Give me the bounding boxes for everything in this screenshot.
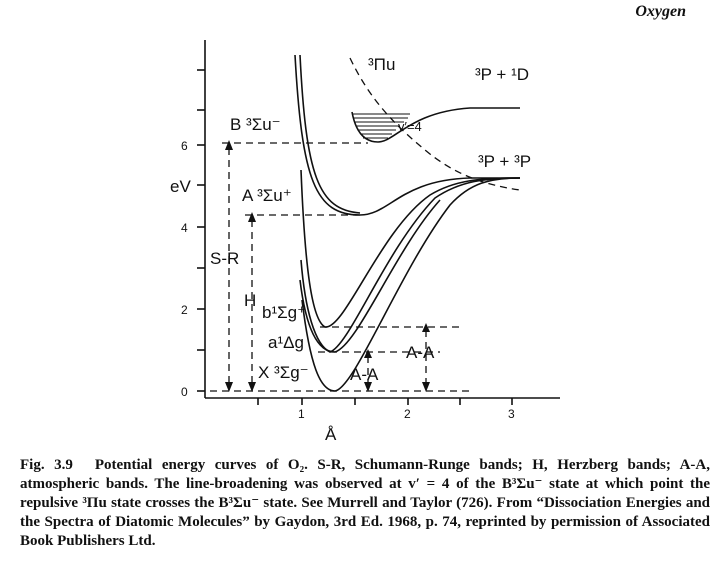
label-p-p: ³P + ³P	[478, 152, 531, 171]
curve-upper-well	[351, 107, 520, 143]
y-tick-2: 2	[181, 303, 188, 317]
figure-caption: Fig. 3.9 Potential energy curves of O₂. S…	[20, 456, 710, 551]
x-axis-unit: Å	[325, 425, 337, 444]
label-b-sigma-u: B ³Σu⁻	[230, 115, 281, 134]
label-aa-2: A-A	[406, 343, 435, 362]
x-tick-1: 1	[298, 407, 305, 421]
x-tick-3: 3	[508, 407, 515, 421]
curve-x-sigma-g	[301, 177, 521, 392]
caption-label: Fig. 3.9	[20, 457, 73, 473]
label-a-sigma-u: A ³Σu⁺	[242, 186, 292, 205]
curve-pi-u	[349, 57, 521, 191]
x-tick-2: 2	[404, 407, 411, 421]
label-v4: v′=4	[398, 119, 422, 134]
y-tick-4: 4	[181, 221, 188, 235]
label-pi-u: ³Πu	[368, 55, 395, 74]
label-a-delta-g: a¹Δg	[268, 333, 304, 352]
y-tick-0: 0	[181, 385, 188, 399]
y-axis-unit: eV	[170, 177, 191, 196]
label-x-sigma-g: X ³Σg⁻	[258, 363, 309, 382]
label-sr: S-R	[210, 249, 239, 268]
label-h: H	[244, 291, 256, 310]
potential-energy-diagram: 0 2 4 6 eV 1 2 3 Å ³Πu ³P + ¹D B ³Σu⁻ v′…	[170, 40, 560, 444]
curve-b-sigma-g	[300, 177, 521, 353]
label-b-sigma-g: b¹Σg⁺	[262, 303, 306, 322]
caption-text: Potential energy curves of O₂. S-R, Schu…	[20, 457, 710, 549]
curve-b-sigma-u	[294, 54, 520, 216]
y-tick-6: 6	[181, 139, 188, 153]
page-header: Oxygen	[635, 3, 686, 20]
label-aa-1: A-A	[350, 365, 379, 384]
curve-a-sigma-u	[300, 169, 521, 328]
label-p-d: ³P + ¹D	[475, 65, 529, 84]
